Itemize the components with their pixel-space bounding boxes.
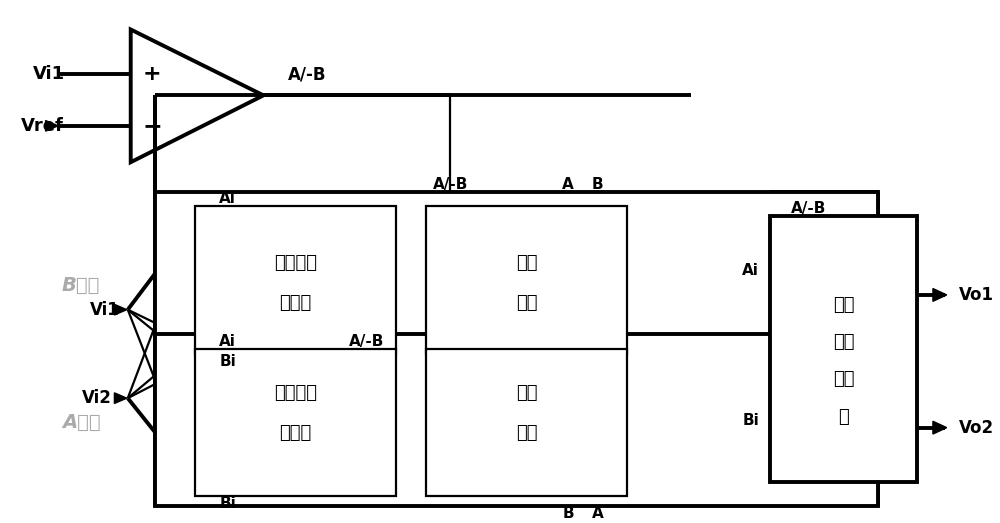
Text: B: B: [592, 177, 604, 192]
Bar: [155, 334, 878, 506]
Bar: [195, 207, 396, 354]
Bar: [426, 207, 627, 354]
Text: 器: 器: [838, 408, 849, 426]
Text: 数字: 数字: [833, 333, 854, 351]
Circle shape: [663, 349, 675, 361]
Circle shape: [702, 349, 714, 361]
Text: 二级: 二级: [833, 296, 854, 314]
Text: 选择器: 选择器: [279, 424, 312, 441]
Polygon shape: [114, 304, 127, 315]
Text: +: +: [143, 64, 162, 84]
Polygon shape: [114, 393, 127, 403]
Polygon shape: [933, 289, 947, 301]
Text: 一级数字: 一级数字: [274, 384, 317, 402]
Text: Ai: Ai: [219, 191, 236, 207]
Text: 选择器: 选择器: [279, 294, 312, 312]
Text: A/-B: A/-B: [433, 177, 468, 192]
Text: B通路: B通路: [62, 276, 100, 294]
Text: 单元: 单元: [516, 294, 537, 312]
Polygon shape: [46, 120, 58, 131]
Text: A/-B: A/-B: [349, 334, 384, 349]
Text: Vi1: Vi1: [89, 301, 119, 319]
Text: Vo2: Vo2: [958, 418, 994, 437]
Text: A/-B: A/-B: [791, 201, 827, 217]
Polygon shape: [933, 421, 947, 434]
Text: 升压: 升压: [516, 255, 537, 272]
Text: Ai: Ai: [219, 334, 236, 349]
Text: Bi: Bi: [219, 496, 236, 511]
Text: 选择: 选择: [833, 370, 854, 389]
Text: Ai: Ai: [742, 263, 759, 278]
Text: B: B: [562, 506, 574, 521]
Text: A: A: [562, 177, 574, 192]
Bar: [195, 349, 396, 496]
Text: Vi2: Vi2: [82, 389, 111, 407]
Text: Bi: Bi: [219, 354, 236, 369]
Text: Vref: Vref: [21, 117, 63, 135]
Text: Vi1: Vi1: [32, 65, 65, 83]
Text: A/-B: A/-B: [288, 65, 327, 84]
Text: A: A: [592, 506, 604, 521]
Text: 单元: 单元: [516, 424, 537, 441]
Text: −: −: [142, 114, 162, 138]
Bar: [770, 217, 917, 482]
Bar: [155, 192, 878, 363]
Bar: [426, 349, 627, 496]
Text: A通路: A通路: [62, 413, 101, 432]
Text: Bi: Bi: [742, 413, 759, 428]
Text: 一级数字: 一级数字: [274, 255, 317, 272]
Text: 降压: 降压: [516, 384, 537, 402]
Text: Vo1: Vo1: [958, 286, 993, 304]
